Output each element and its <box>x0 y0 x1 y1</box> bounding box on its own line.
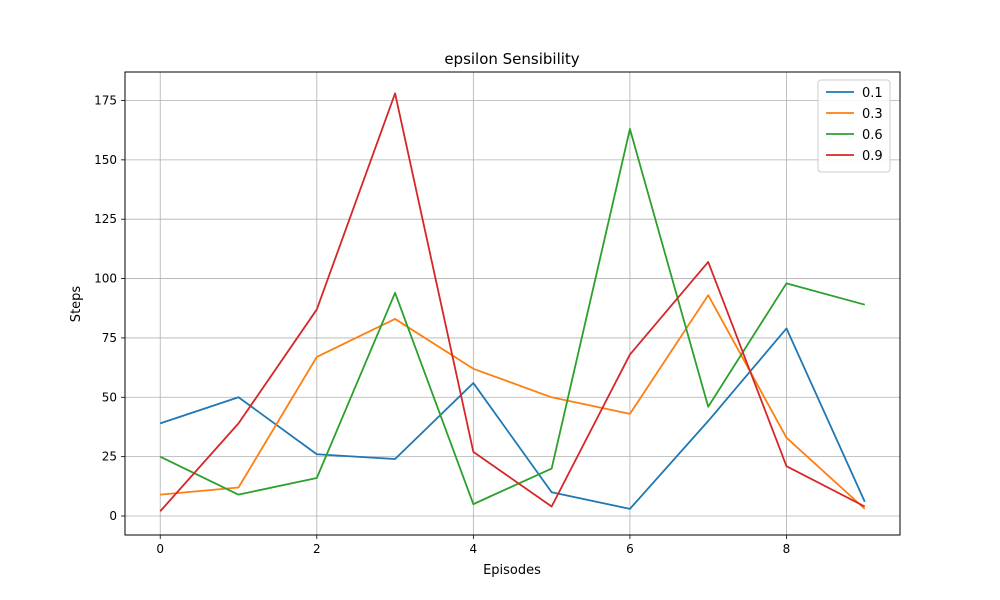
y-tick-label: 75 <box>102 331 117 345</box>
series-lines <box>159 92 866 512</box>
legend-entry-label: 0.3 <box>862 107 883 122</box>
grid <box>125 72 900 535</box>
series-line-0.1 <box>159 327 866 510</box>
y-tick-label: 25 <box>102 450 117 464</box>
chart-title: epsilon Sensibility <box>444 50 579 68</box>
y-tick-label: 150 <box>94 153 117 167</box>
y-tick-label: 50 <box>102 390 117 404</box>
x-axis-label: Episodes <box>483 563 541 578</box>
axis-ticks: 0 2 4 6 8 0 25 50 75 100 125 150 175 <box>94 93 790 556</box>
legend-entry-label: 0.6 <box>862 128 883 143</box>
x-tick-label: 4 <box>470 542 478 556</box>
legend-entry-label: 0.9 <box>862 149 883 164</box>
series-line-0.9 <box>159 92 866 512</box>
y-tick-label: 0 <box>109 509 117 523</box>
y-tick-label: 100 <box>94 272 117 286</box>
x-tick-label: 2 <box>313 542 321 556</box>
series-line-0.6 <box>159 128 866 506</box>
x-tick-label: 6 <box>626 542 634 556</box>
y-axis-label: Steps <box>69 286 84 323</box>
legend-box <box>817 79 891 173</box>
y-tick-label: 125 <box>94 212 117 226</box>
legend-entry-label: 0.1 <box>862 86 883 101</box>
x-tick-label: 0 <box>156 542 164 556</box>
legend: 0.1 0.3 0.6 0.9 <box>817 79 891 173</box>
y-tick-label: 175 <box>94 93 117 107</box>
plot-area-frame <box>124 71 901 536</box>
x-tick-label: 8 <box>783 542 791 556</box>
